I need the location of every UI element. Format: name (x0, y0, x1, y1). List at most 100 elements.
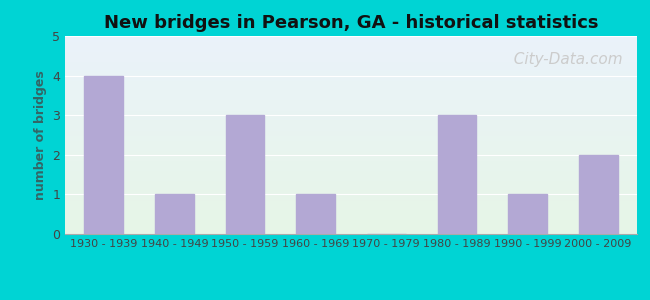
Bar (65, 148, 637, 149)
Bar (65, 222, 637, 223)
Bar (65, 145, 637, 146)
Bar (65, 216, 637, 217)
Bar (65, 196, 637, 197)
Bar (65, 194, 637, 195)
Bar (65, 215, 637, 216)
Bar (65, 125, 637, 126)
Bar (65, 73, 637, 74)
Bar (65, 123, 637, 124)
Text: City-Data.com: City-Data.com (504, 52, 623, 67)
Bar (65, 174, 637, 175)
Bar (65, 114, 637, 115)
Bar (65, 117, 637, 118)
Bar (65, 126, 637, 127)
Bar (65, 90, 637, 92)
Bar (65, 54, 637, 55)
Bar (65, 157, 637, 158)
Bar (65, 135, 637, 136)
Bar (65, 111, 637, 112)
Bar (65, 197, 637, 198)
Bar (155, 194, 194, 234)
Bar (65, 223, 637, 224)
Bar (65, 226, 637, 227)
Bar (65, 142, 637, 143)
Bar (65, 187, 637, 188)
Bar (65, 85, 637, 86)
Y-axis label: number of bridges: number of bridges (34, 70, 47, 200)
Bar (65, 79, 637, 80)
Bar (65, 66, 637, 67)
Bar (65, 115, 637, 116)
Bar (65, 175, 637, 176)
Bar (65, 110, 637, 111)
Bar (65, 219, 637, 220)
Bar (65, 155, 637, 156)
Bar (65, 42, 637, 43)
Bar (65, 119, 637, 120)
Bar (65, 130, 637, 131)
Bar (65, 198, 637, 200)
Bar (578, 155, 618, 234)
Bar (65, 138, 637, 139)
Bar (65, 150, 637, 151)
Bar (65, 53, 637, 54)
Bar (65, 62, 637, 63)
Bar (65, 158, 637, 159)
Bar (65, 159, 637, 160)
Bar (65, 185, 637, 187)
Bar (65, 167, 637, 168)
Bar (65, 45, 637, 46)
Bar (65, 143, 637, 144)
Bar (65, 178, 637, 179)
Bar (65, 71, 637, 72)
Bar (65, 140, 637, 141)
Bar (65, 92, 637, 93)
Bar (65, 60, 637, 61)
Bar (65, 122, 637, 123)
Bar (65, 171, 637, 172)
Bar (65, 156, 637, 157)
Bar (65, 69, 637, 70)
Bar (65, 48, 637, 49)
Bar (65, 181, 637, 182)
Bar (65, 220, 637, 221)
Bar (65, 63, 637, 64)
Bar (65, 39, 637, 40)
Bar (65, 36, 637, 37)
Bar (65, 52, 637, 53)
Bar (65, 165, 637, 166)
Bar (65, 199, 637, 200)
Bar (65, 166, 637, 167)
Bar (65, 78, 637, 79)
Bar (65, 144, 637, 145)
Bar (65, 209, 637, 210)
Bar (65, 118, 637, 119)
Bar (65, 170, 637, 171)
Bar (65, 154, 637, 155)
Bar (65, 133, 637, 134)
Bar (65, 208, 637, 209)
Bar (65, 218, 637, 219)
Bar (65, 95, 637, 96)
Bar (65, 213, 637, 214)
Bar (65, 85, 637, 86)
Bar (65, 206, 637, 207)
Title: New bridges in Pearson, GA - historical statistics: New bridges in Pearson, GA - historical … (104, 14, 598, 32)
Bar (65, 147, 637, 148)
Bar (65, 113, 637, 114)
Bar (65, 40, 637, 41)
Bar (84, 76, 124, 234)
Bar (65, 70, 637, 71)
Bar (65, 106, 637, 107)
Bar (65, 104, 637, 105)
Bar (65, 108, 637, 109)
Bar (65, 86, 637, 88)
Bar (65, 182, 637, 184)
Bar (65, 105, 637, 106)
Bar (65, 94, 637, 95)
Bar (65, 44, 637, 45)
Bar (65, 46, 637, 47)
Bar (65, 224, 637, 225)
Bar (65, 164, 637, 165)
Bar (65, 88, 637, 89)
